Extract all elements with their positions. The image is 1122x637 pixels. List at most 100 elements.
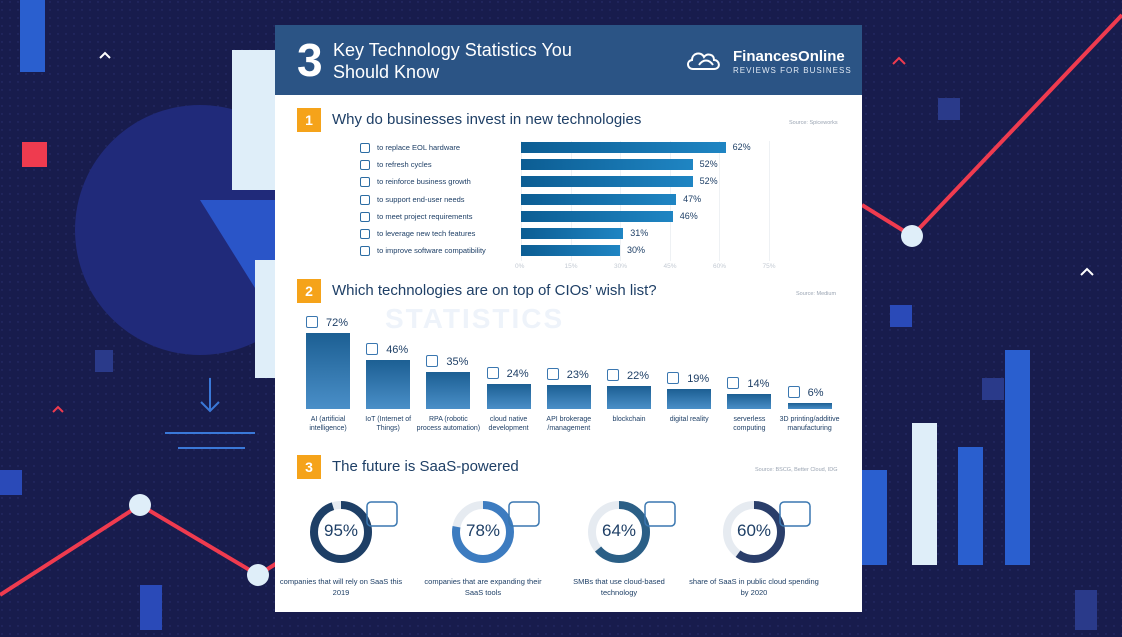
x-tick-label: 75%	[762, 263, 776, 270]
ring-value-label: 64%	[601, 521, 637, 540]
growth-chart-icon	[360, 177, 370, 188]
ring-caption: SMBs that use cloud-based technology	[573, 577, 665, 597]
bar-category-label: to refresh cycles	[377, 160, 432, 170]
bar	[607, 385, 651, 409]
server-icon	[360, 143, 370, 153]
ring-value-label: 78%	[465, 521, 501, 540]
new-feature-icon	[360, 229, 370, 239]
bar-category-label: blockchain	[612, 416, 646, 423]
brand-name: FinancesOnline	[733, 48, 845, 65]
bar-row: to support end-user needs 47%	[360, 193, 780, 207]
icon-outline	[779, 501, 811, 527]
bar	[521, 193, 677, 205]
section-3-number: 3	[297, 455, 321, 479]
bar-category-label: API brokerage /management	[546, 416, 592, 432]
monitor-dashboard-icon-graphic	[644, 501, 676, 527]
icon-outline	[366, 501, 398, 527]
icon-outline	[508, 501, 540, 527]
bar-value-label: 52%	[699, 159, 718, 170]
bar-category-label: AI (artificial intelligence)	[309, 416, 347, 432]
bar-value-label: 24%	[506, 367, 529, 380]
monitor-dashboard-icon	[641, 498, 679, 532]
card-header: 3 Key Technology Statistics You Should K…	[275, 25, 862, 95]
bar-value-label: 35%	[446, 356, 469, 369]
ring-caption: companies that will rely on SaaS this 20…	[279, 577, 403, 597]
header-title: Key Technology Statistics You Should Kno…	[333, 40, 572, 82]
bar-value-label: 14%	[747, 378, 770, 391]
ring-value-label: 95%	[323, 521, 359, 540]
section-2-source: Source: Medium	[796, 291, 837, 297]
section-1-source: Source: Spiceworks	[789, 120, 838, 126]
progress-ring: 78%	[451, 500, 515, 564]
bar-row: to reinforce business growth 52%	[360, 175, 780, 189]
robot-arm-icon	[426, 355, 439, 368]
x-tick-label: 60%	[713, 263, 727, 270]
ring-caption: share of SaaS in public cloud spending b…	[689, 577, 819, 597]
bar	[521, 210, 673, 222]
ring-graphic	[310, 501, 372, 563]
brand-logo: FinancesOnline REVIEWS FOR BUSINESS	[685, 47, 855, 77]
bar-category-label: digital reality	[669, 416, 709, 423]
bar-category-label: to meet project requirements	[377, 211, 473, 221]
bar-value-label: 19%	[687, 372, 710, 385]
bar-category-label: to support end-user needs	[377, 194, 465, 204]
bar	[521, 176, 693, 188]
section-3-source: Source: BSCG, Better Cloud, IDG	[755, 467, 838, 473]
cloud-server-icon	[727, 377, 740, 390]
bar	[521, 159, 693, 171]
checklist-icon	[360, 211, 370, 222]
software-window-icon	[360, 246, 370, 257]
bar	[366, 360, 411, 409]
bar-category-label: cloud native development	[488, 416, 529, 432]
bar-row: to refresh cycles 52%	[360, 158, 780, 172]
cloud-icon	[486, 366, 499, 379]
icon-outline	[644, 501, 676, 527]
money-growth-icon-graphic	[779, 501, 811, 527]
iot-chip-icon	[366, 343, 379, 356]
bar-value-label: 22%	[627, 369, 650, 382]
bar-value-label: 46%	[386, 344, 409, 357]
data-transfer-icon-graphic	[508, 501, 540, 527]
bar-value-label: 31%	[630, 228, 649, 238]
bar	[426, 372, 471, 409]
x-tick-label: 45%	[663, 263, 677, 270]
bar-value-label: 62%	[732, 142, 751, 152]
3d-printer-icon	[787, 385, 800, 398]
x-tick-label: 0%	[515, 263, 525, 270]
bar-category-label: serverless computing	[733, 416, 766, 432]
ring-graphic	[452, 501, 514, 563]
cloud-logo-icon	[687, 52, 720, 70]
bar	[521, 228, 624, 239]
ring-graphic	[723, 501, 785, 563]
vr-headset-icon	[667, 371, 680, 384]
ring-value-label: 60%	[736, 521, 772, 540]
bar-value-label: 52%	[699, 176, 718, 187]
cloud-gear-icon-graphic	[366, 501, 398, 527]
bar	[306, 333, 350, 409]
progress-ring: 95%	[309, 500, 373, 564]
section-1-number: 1	[297, 108, 321, 132]
bar	[546, 384, 591, 409]
gridline	[768, 141, 770, 261]
brand-tagline: REVIEWS FOR BUSINESS	[733, 66, 852, 75]
header-big-number: 3	[297, 34, 323, 86]
section-2-title: Which technologies are on top of CIOs’ w…	[332, 282, 657, 299]
section-1-title: Why do businesses invest in new technolo…	[332, 111, 642, 128]
bar-value-label: 46%	[679, 210, 698, 221]
bar-row: to improve software compatibility 30%	[360, 244, 780, 258]
ring-arc	[588, 501, 650, 563]
ring-graphic	[588, 501, 650, 563]
infographic-card: 3 Key Technology Statistics You Should K…	[275, 25, 862, 612]
section-3-title: The future is SaaS-powered	[332, 458, 519, 475]
refresh-icon	[360, 160, 370, 171]
bar	[667, 388, 712, 409]
x-tick-label: 30%	[614, 263, 628, 270]
statistics-watermark: STATISTICS	[385, 303, 565, 334]
x-tick-label: 15%	[564, 263, 578, 270]
bar	[521, 245, 620, 257]
bar-value-label: 30%	[627, 245, 646, 256]
gridline	[719, 141, 720, 261]
bar-category-label: to replace EOL hardware	[377, 143, 461, 152]
bar	[727, 394, 772, 409]
bar-value-label: 23%	[566, 368, 589, 381]
